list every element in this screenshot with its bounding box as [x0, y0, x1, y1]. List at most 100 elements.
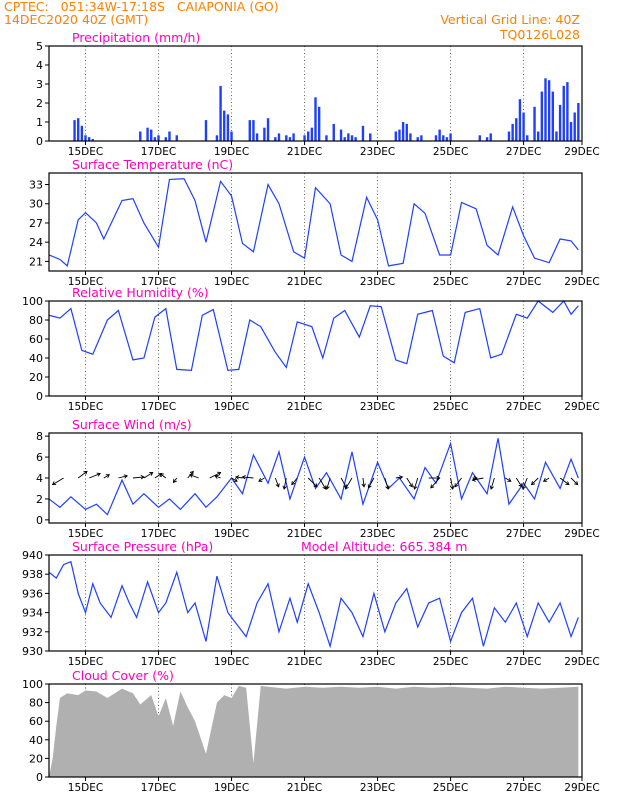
x-tick-label: 25DEC [433, 276, 468, 288]
y-tick-label: 4 [36, 59, 43, 72]
cloud-area [49, 686, 578, 777]
panel-subtitle-pressure: Model Altitude: 665.384 m [301, 539, 467, 554]
y-tick-label: 3 [36, 78, 43, 91]
precip-bar [77, 118, 79, 141]
x-tick-label: 15DEC [68, 782, 103, 794]
y-tick-label: 20 [29, 752, 43, 765]
precip-bar [325, 135, 327, 141]
precip-bar [519, 99, 521, 141]
x-tick-label: 23DEC [360, 276, 395, 288]
y-tick-label: 4 [36, 472, 43, 485]
y-tick-label: 940 [22, 549, 43, 562]
x-tick-label: 29DEC [564, 146, 599, 158]
precip-bar [544, 78, 546, 141]
precip-bar [73, 120, 75, 141]
precip-bar [438, 130, 440, 141]
x-tick-label: 19DEC [214, 528, 249, 540]
precip-bar [395, 132, 397, 142]
precip-bar [406, 124, 408, 141]
x-tick-label: 29DEC [564, 656, 599, 668]
x-tick-label: 29DEC [564, 401, 599, 413]
y-tick-label: 930 [22, 645, 43, 658]
x-tick-label: 21DEC [287, 276, 322, 288]
precip-bar [442, 135, 444, 141]
precip-bar [570, 122, 572, 141]
y-tick-label: 30 [29, 198, 43, 211]
y-tick-label: 8 [36, 430, 43, 443]
x-tick-label: 25DEC [433, 656, 468, 668]
precip-bar [347, 133, 349, 141]
precip-bar [205, 120, 207, 141]
precip-bar [522, 113, 524, 142]
precip-bar [84, 135, 86, 141]
y-tick-label: 2 [36, 493, 43, 506]
wind-vector [53, 478, 64, 485]
precip-bar [333, 124, 335, 141]
x-tick-label: 25DEC [433, 146, 468, 158]
panel-title-temp: Surface Temperature (nC) [72, 157, 233, 172]
x-tick-label: 23DEC [360, 656, 395, 668]
precip-bar [318, 107, 320, 141]
x-tick-label: 15DEC [68, 656, 103, 668]
pressure-line [49, 562, 578, 646]
y-tick-label: 100 [22, 678, 43, 691]
precip-bar [249, 120, 251, 141]
y-tick-label: 80 [29, 314, 43, 327]
precip-bar [314, 97, 316, 141]
precip-bar [563, 86, 565, 141]
x-tick-label: 19DEC [214, 276, 249, 288]
precip-bar [555, 132, 557, 142]
precip-bar [146, 128, 148, 141]
precip-bar [398, 130, 400, 141]
precip-bar [577, 103, 579, 141]
precip-bar [435, 135, 437, 141]
precip-bar [515, 118, 517, 141]
y-tick-label: 40 [29, 734, 43, 747]
precip-bar [278, 133, 280, 141]
precip-bar [548, 80, 550, 141]
precip-bar [285, 135, 287, 141]
precip-bar [402, 122, 404, 141]
x-tick-label: 27DEC [506, 276, 541, 288]
precip-bar [369, 133, 371, 141]
x-tick-label: 27DEC [506, 782, 541, 794]
precip-bar [566, 82, 568, 141]
x-tick-label: 25DEC [433, 782, 468, 794]
precip-bar [362, 126, 364, 141]
x-tick-label: 15DEC [68, 401, 103, 413]
precip-bar [292, 133, 294, 141]
x-tick-label: 29DEC [564, 782, 599, 794]
y-tick-label: 20 [29, 371, 43, 384]
y-tick-label: 33 [29, 179, 43, 192]
wind-vector [78, 471, 87, 478]
x-tick-label: 19DEC [214, 782, 249, 794]
precip-bar [230, 132, 232, 142]
precip-bar [307, 132, 309, 142]
y-tick-label: 100 [22, 295, 43, 308]
rh-line [49, 301, 578, 370]
y-tick-label: 0 [36, 390, 43, 403]
x-tick-label: 17DEC [141, 782, 176, 794]
y-tick-label: 60 [29, 333, 43, 346]
y-tick-label: 0 [36, 771, 43, 784]
precip-bar [552, 92, 554, 141]
precip-bar [311, 128, 313, 141]
x-tick-label: 23DEC [360, 401, 395, 413]
header-grid-note: Vertical Grid Line: 40Z [440, 12, 580, 27]
y-tick-label: 932 [22, 626, 43, 639]
y-tick-label: 936 [22, 587, 43, 600]
x-tick-label: 19DEC [214, 656, 249, 668]
y-tick-label: 80 [29, 697, 43, 710]
precip-bar [351, 135, 353, 141]
x-tick-label: 21DEC [287, 656, 322, 668]
panel-frame [49, 301, 582, 396]
precip-bar [340, 130, 342, 141]
y-tick-label: 27 [29, 217, 43, 230]
precip-bar [526, 135, 528, 141]
